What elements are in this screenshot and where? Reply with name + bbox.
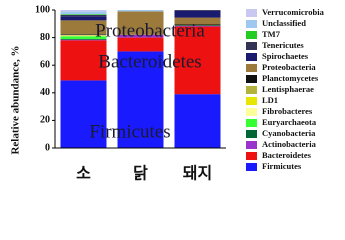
bar-segment	[60, 38, 107, 40]
bar-segment	[60, 35, 107, 37]
legend-label: Bacteroidetes	[262, 150, 312, 160]
bar-segment	[60, 80, 107, 148]
legend-swatch	[246, 64, 257, 72]
bar-segment	[174, 25, 221, 26]
legend-label: Proteobacteria	[262, 62, 316, 72]
bar-segment	[60, 34, 107, 36]
bar-segment	[60, 36, 107, 39]
bar-segment	[174, 26, 221, 95]
y-tick-label: 20	[40, 115, 50, 126]
legend-label: Firmicutes	[262, 161, 302, 171]
legend-swatch	[246, 42, 257, 50]
annotation: Proteobacteria	[95, 20, 205, 41]
annotation: Firmicutes	[89, 121, 170, 142]
legend-swatch	[246, 108, 257, 116]
bar-segment	[117, 51, 164, 148]
bar-segment	[174, 17, 221, 25]
bar-segment	[60, 40, 107, 81]
y-tick-label: 60	[40, 59, 50, 70]
bar-segment	[60, 14, 107, 15]
legend-swatch	[246, 75, 257, 83]
legend-label: Cyanobacteria	[262, 128, 316, 138]
legend-label: Tenericutes	[262, 40, 304, 50]
legend-swatch	[246, 130, 257, 138]
bar-segment	[174, 10, 221, 11]
legend-swatch	[246, 53, 257, 61]
bar-segment	[60, 39, 107, 41]
y-tick-label: 80	[40, 32, 50, 43]
legend-label: Spirochaetes	[262, 51, 309, 61]
bar-segment	[60, 14, 107, 17]
chart: Relative abundance, % 소 닭 돼지 0 20 40 60 80 100 Pr…	[10, 4, 325, 183]
bar-segment	[117, 10, 164, 12]
bar-segment	[117, 34, 164, 38]
bar-segment	[117, 37, 164, 52]
legend-swatch	[246, 9, 257, 17]
bar-segment	[174, 94, 221, 148]
bar-segment	[60, 10, 107, 12]
legend-swatch	[246, 163, 257, 171]
bar-segment	[60, 34, 107, 35]
legend-swatch	[246, 152, 257, 160]
bar-segment	[174, 24, 221, 26]
legend-label: Planctomycetes	[262, 73, 319, 83]
legend-label: Fibrobacteres	[262, 106, 313, 116]
bar-segment	[60, 16, 107, 21]
legend-label: Lentisphaerae	[262, 84, 314, 94]
legend-swatch	[246, 20, 257, 28]
legend-swatch	[246, 119, 257, 127]
bar-segment	[174, 10, 221, 18]
bar-segment	[174, 25, 221, 27]
legend-swatch	[246, 86, 257, 94]
legend-swatch	[246, 31, 257, 39]
bar-segment	[117, 11, 164, 35]
bar-segment	[60, 20, 107, 35]
x-tick-label: 돼지	[183, 164, 212, 183]
legend-label: Verrucomicrobia	[262, 7, 325, 17]
legend-swatch	[246, 141, 257, 149]
y-tick-label: 100	[35, 4, 50, 15]
y-axis-label: Relative abundance, %	[10, 45, 22, 154]
x-tick-label: 닭	[133, 164, 148, 183]
annotation: Bacteroidetes	[98, 51, 201, 72]
legend-swatch	[246, 97, 257, 105]
x-tick-label: 소	[76, 164, 91, 183]
y-tick-label: 40	[40, 87, 50, 98]
legend-label: Unclassified	[262, 18, 306, 28]
legend-label: Euryarchaeota	[262, 117, 317, 127]
y-tick-label: 0	[45, 142, 50, 153]
legend-label: TM7	[262, 29, 281, 39]
bar-segment	[60, 11, 107, 15]
legend-label: LD1	[262, 95, 278, 105]
legend-label: Actinobacteria	[262, 139, 317, 149]
